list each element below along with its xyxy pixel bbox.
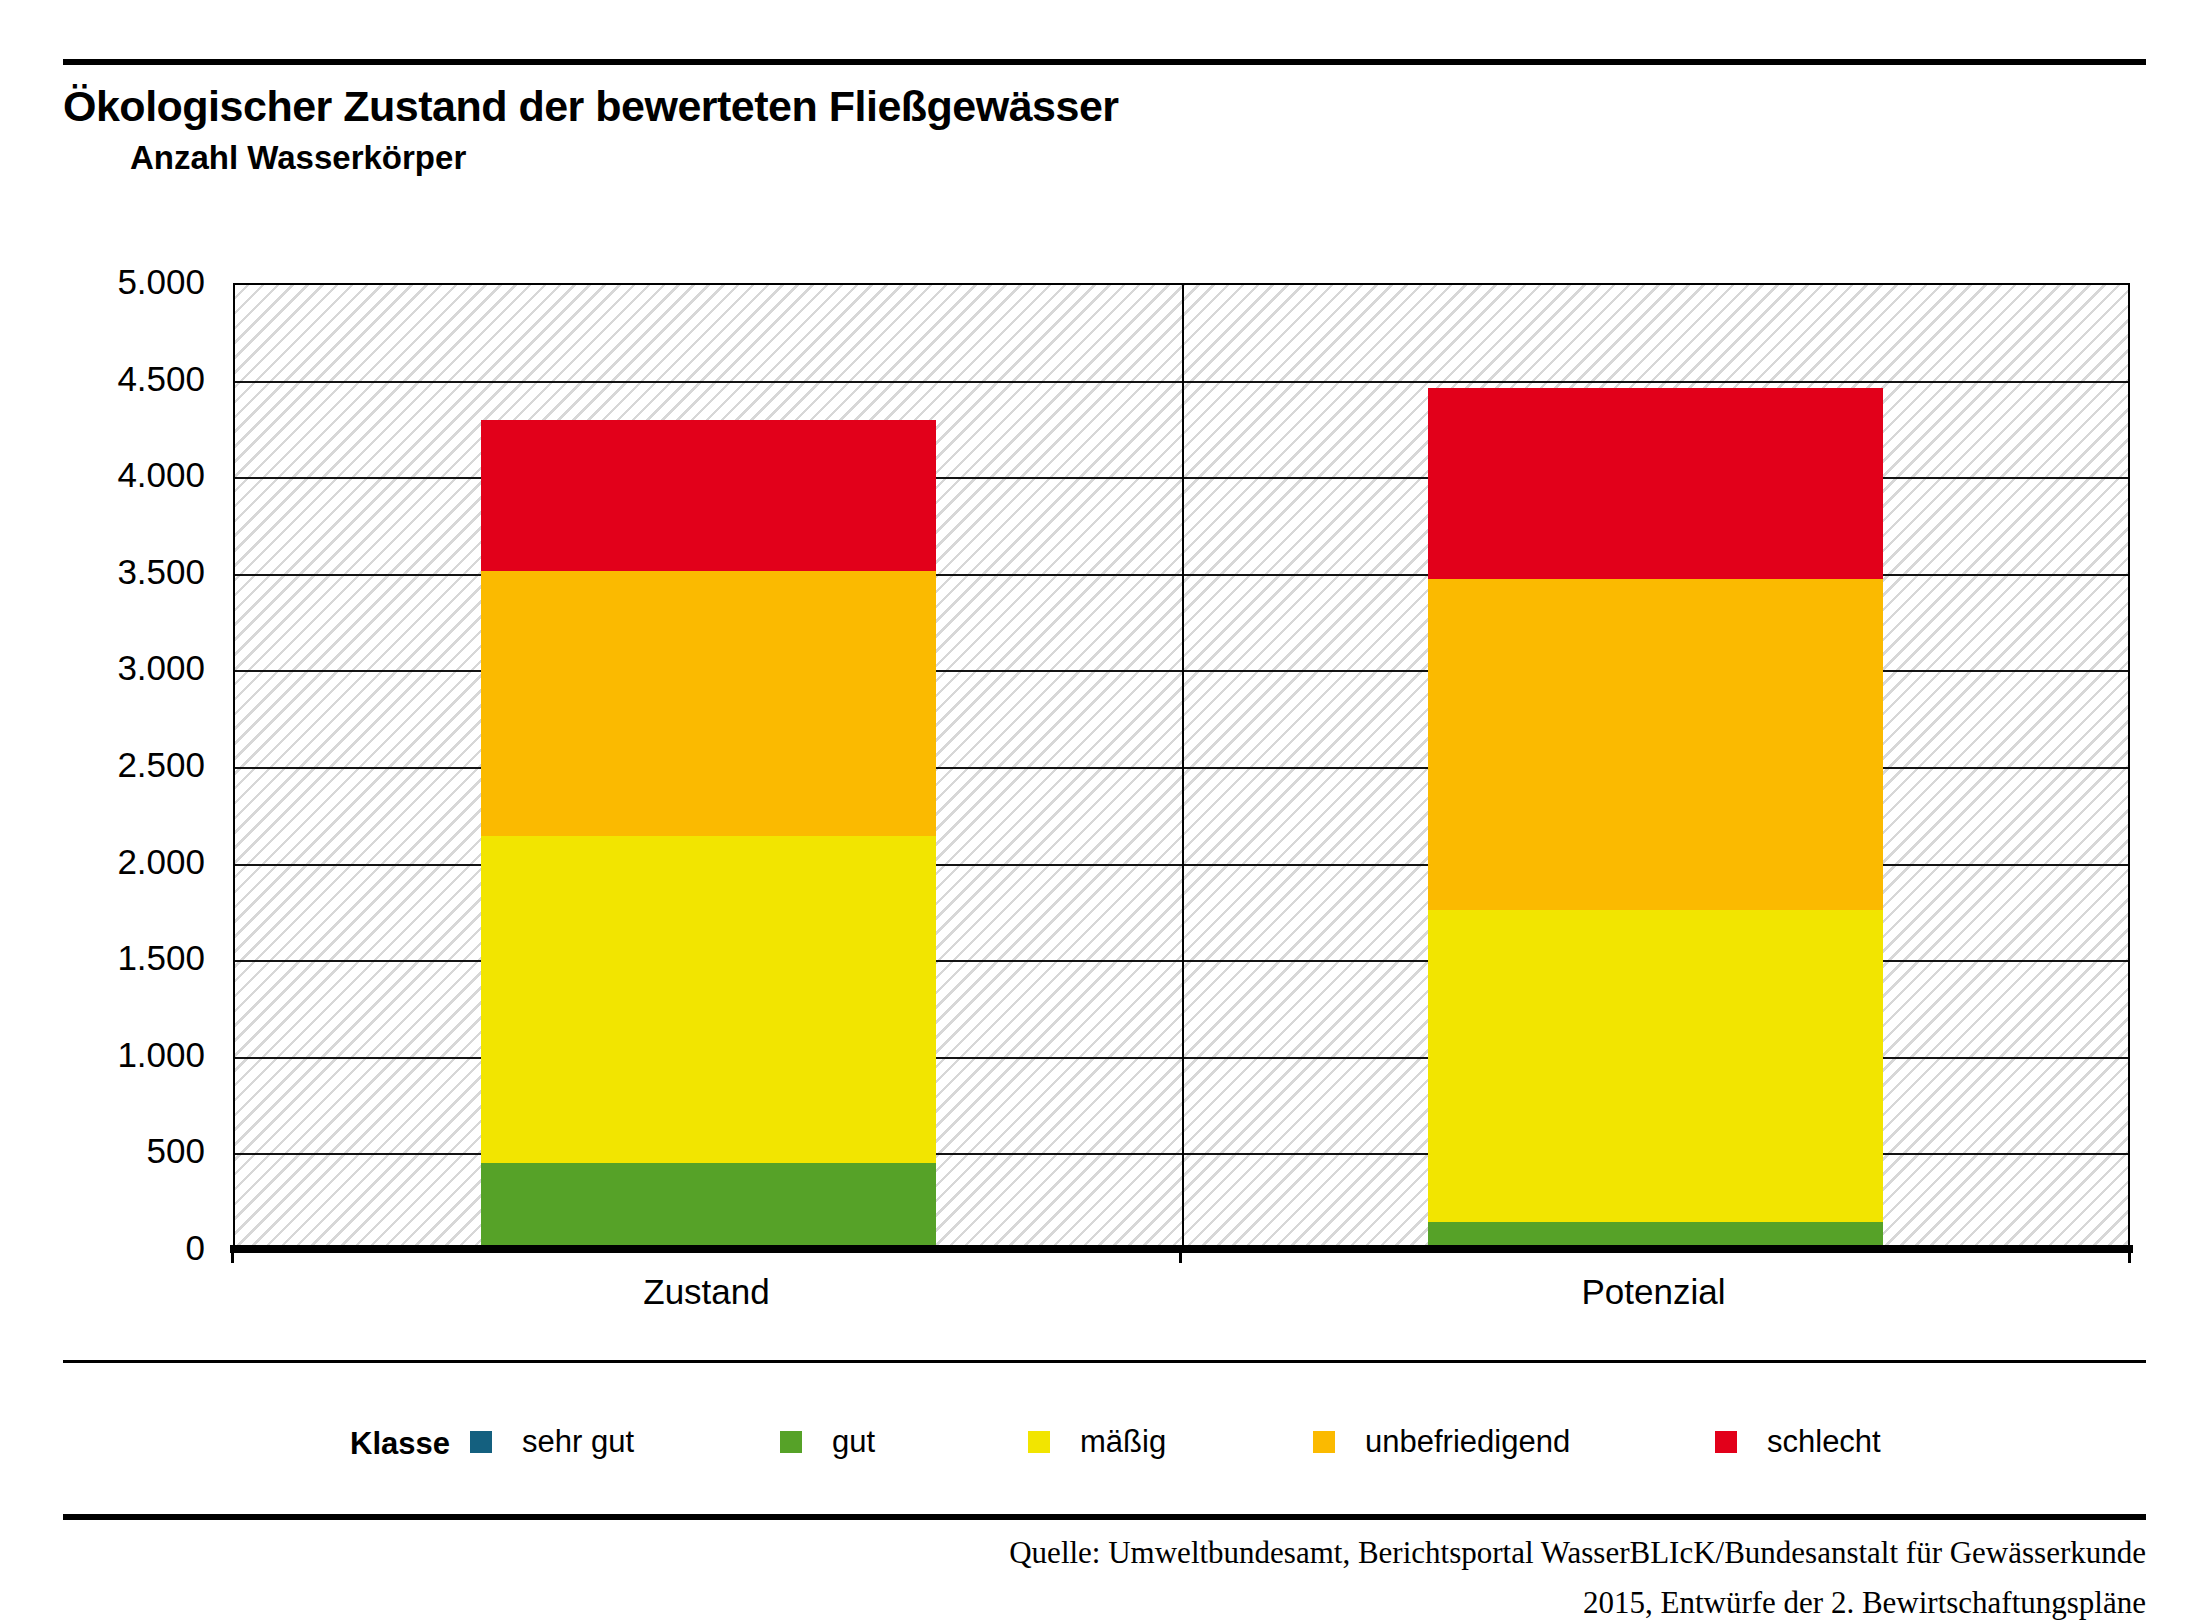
legend-swatch-mäßig (1028, 1431, 1050, 1453)
x-axis-tick (2128, 1249, 2131, 1263)
legend-swatch-sehr-gut (470, 1431, 492, 1453)
y-tick-label: 3.500 (35, 552, 205, 592)
source-line-1: Quelle: Umweltbundesamt, Berichtsportal … (800, 1528, 2146, 1578)
y-tick-label: 0 (35, 1228, 205, 1268)
y-tick-label: 2.000 (35, 842, 205, 882)
y-tick-label: 500 (35, 1131, 205, 1171)
top-rule (63, 59, 2146, 65)
chart-title: Ökologischer Zustand der bewerteten Flie… (63, 82, 1119, 131)
x-axis-tick (1179, 1249, 1182, 1263)
legend-swatch-unbefriedigend (1313, 1431, 1335, 1453)
legend-label-unbefriedigend: unbefriedigend (1365, 1427, 1570, 1457)
bar-segment-schlecht (481, 420, 936, 571)
source-line-2: 2015, Entwürfe der 2. Bewirtschaftungspl… (800, 1578, 2146, 1623)
bar-segment-mäßig (1428, 910, 1883, 1222)
y-tick-label: 1.000 (35, 1035, 205, 1075)
x-axis-label-zustand: Zustand (643, 1272, 769, 1312)
legend-title: Klasse (350, 1429, 450, 1459)
y-tick-label: 3.000 (35, 648, 205, 688)
bar-segment-mäßig (481, 836, 936, 1163)
stacked-bar-zustand (481, 420, 936, 1247)
source-note: Quelle: Umweltbundesamt, Berichtsportal … (800, 1528, 2146, 1623)
legend-label-sehr-gut: sehr gut (522, 1427, 634, 1457)
y-axis-title: Anzahl Wasserkörper (130, 139, 466, 177)
legend-label-schlecht: schlecht (1767, 1427, 1881, 1457)
legend-swatch-schlecht (1715, 1431, 1737, 1453)
y-tick-label: 4.500 (35, 359, 205, 399)
bar-segment-schlecht (1428, 388, 1883, 578)
y-tick-label: 1.500 (35, 938, 205, 978)
x-axis-tick (231, 1249, 234, 1263)
bar-segment-unbefriedigend (1428, 579, 1883, 910)
y-tick-label: 5.000 (35, 262, 205, 302)
bar-segment-gut (481, 1163, 936, 1247)
separator-rule (63, 1360, 2146, 1363)
chart-figure: Ökologischer Zustand der bewerteten Flie… (0, 0, 2209, 1623)
legend-label-mäßig: mäßig (1080, 1427, 1166, 1457)
x-axis-label-potenzial: Potenzial (1582, 1272, 1726, 1312)
stacked-bar-potenzial (1428, 388, 1883, 1247)
bar-segment-unbefriedigend (481, 571, 936, 837)
legend-label-gut: gut (832, 1427, 875, 1457)
bar-segment-gut (1428, 1222, 1883, 1247)
legend-swatch-gut (780, 1431, 802, 1453)
y-tick-label: 4.000 (35, 455, 205, 495)
y-tick-label: 2.500 (35, 745, 205, 785)
plot-area (233, 283, 2130, 1249)
category-divider-line (1182, 285, 1184, 1247)
footer-rule (63, 1514, 2146, 1520)
